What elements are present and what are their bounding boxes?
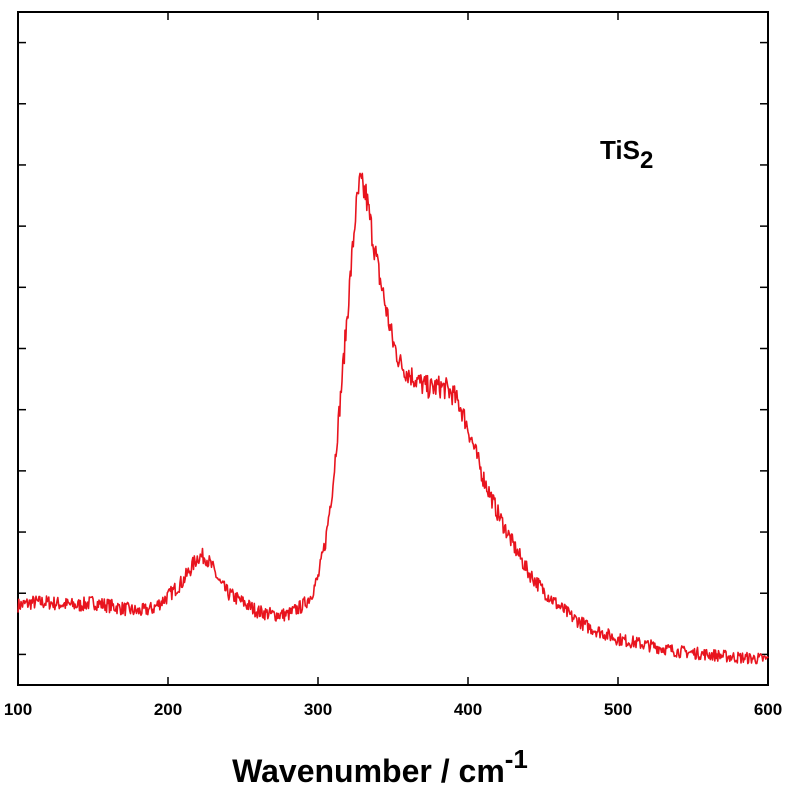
series-line-tis2 [17, 172, 769, 665]
x-axis-title-superscript: -1 [505, 744, 528, 774]
x-axis-title-text: Wavenumber / cm [232, 753, 505, 789]
x-tick-label: 500 [604, 700, 632, 719]
annotation-base-text: TiS [600, 135, 640, 165]
x-tick-label: 600 [754, 700, 782, 719]
x-tick-label: 200 [154, 700, 182, 719]
x-tick-label: 400 [454, 700, 482, 719]
annotation-subscript: 2 [640, 147, 653, 174]
x-tick-label: 300 [304, 700, 332, 719]
annotation-label: TiS2 [600, 135, 653, 174]
plot-frame [17, 11, 769, 686]
x-tick-label: 100 [4, 700, 32, 719]
x-axis-title: Wavenumber / cm-1 [232, 744, 528, 789]
